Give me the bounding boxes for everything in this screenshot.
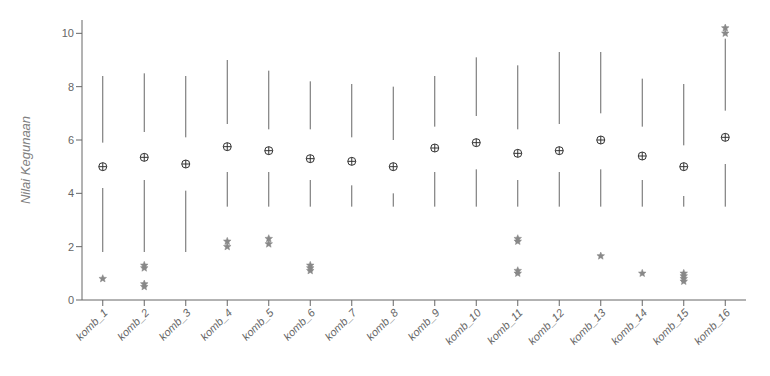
svg-text:10: 10 [62, 27, 74, 39]
svg-text:komb_10: komb_10 [443, 306, 484, 347]
svg-text:4: 4 [68, 187, 74, 199]
svg-text:komb_5: komb_5 [240, 306, 277, 343]
svg-text:8: 8 [68, 81, 74, 93]
svg-text:komb_3: komb_3 [157, 306, 194, 343]
svg-text:komb_9: komb_9 [406, 306, 442, 342]
svg-text:6: 6 [68, 134, 74, 146]
svg-text:komb_8: komb_8 [364, 306, 401, 343]
svg-text:komb_16: komb_16 [692, 306, 733, 347]
svg-text:komb_12: komb_12 [526, 306, 566, 346]
svg-text:komb_7: komb_7 [323, 306, 360, 343]
svg-text:komb_6: komb_6 [281, 306, 318, 343]
svg-text:komb_4: komb_4 [198, 306, 234, 342]
svg-text:komb_2: komb_2 [115, 306, 151, 342]
svg-text:komb_15: komb_15 [650, 306, 691, 347]
svg-text:komb_14: komb_14 [609, 306, 649, 346]
svg-text:komb_13: komb_13 [567, 306, 608, 347]
svg-text:komb_1: komb_1 [74, 306, 110, 342]
svg-text:Nilai Kegunaan: Nilai Kegunaan [18, 116, 33, 204]
svg-text:komb_11: komb_11 [485, 306, 525, 346]
svg-text:0: 0 [68, 294, 74, 306]
svg-text:2: 2 [68, 241, 74, 253]
